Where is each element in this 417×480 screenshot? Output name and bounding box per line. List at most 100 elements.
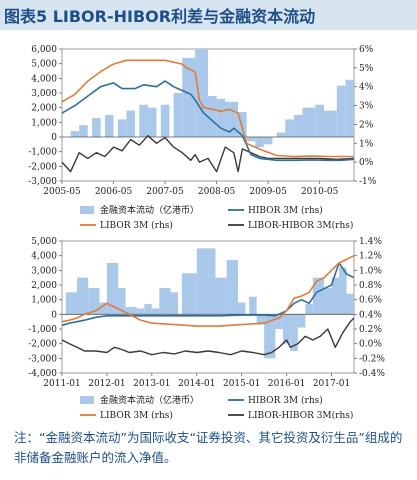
right-tick-label: 5% <box>359 64 374 74</box>
left-tick-label: 5,000 <box>31 237 57 247</box>
left-tick-label: 2,000 <box>31 104 57 114</box>
capital-flow-bar <box>346 293 354 315</box>
right-tick-label: -1% <box>359 177 377 187</box>
capital-flow-bar <box>264 314 276 359</box>
x-tick-label: 2015-01 <box>223 379 260 389</box>
left-tick-label: -4,000 <box>28 369 57 379</box>
libor-line <box>61 254 355 327</box>
capital-flow-bar <box>339 267 347 315</box>
capital-flow-bar <box>182 57 196 137</box>
x-tick-label: 2010-05 <box>301 187 339 197</box>
legend-label-spread: LIBOR-HIBOR 3M(rhs) <box>248 410 353 421</box>
left-tick-label: 3,000 <box>31 89 57 99</box>
legend-label-libor: LIBOR 3M (rhs) <box>100 410 173 421</box>
figure-title: 图表5 LIBOR-HIBOR利差与金融资本流动 <box>4 7 316 26</box>
capital-flow-bar <box>297 314 306 328</box>
legend-label-hibor: HIBOR 3M (rhs) <box>248 395 323 406</box>
capital-flow-bar <box>324 287 332 315</box>
x-tick-label: 2011-01 <box>43 379 80 389</box>
hibor-line <box>61 80 355 162</box>
capital-flow-bar <box>99 302 107 315</box>
capital-flow-bar <box>323 110 337 137</box>
x-tick-label: 2005-05 <box>43 187 81 197</box>
left-tick-label: 3,000 <box>31 266 57 276</box>
right-tick-label: 4% <box>359 83 374 93</box>
capital-flow-bar <box>226 260 238 315</box>
capital-flow-bar <box>215 277 227 315</box>
capital-flow-bar <box>139 104 148 137</box>
legend-swatch-bar <box>80 206 94 214</box>
chart-top-svg: 6,000 5,000 4,000 3,000 2,000 1,000 0 -1,000 -2,… <box>28 45 377 231</box>
capital-flow-bar <box>92 117 101 137</box>
left-tick-label: -1,000 <box>28 148 57 158</box>
spread-line <box>61 317 355 356</box>
capital-flow-bar <box>208 95 217 137</box>
capital-flow-bar <box>196 248 216 315</box>
capital-flow-bar <box>345 79 354 137</box>
right-tick-label: 0.0% <box>359 340 382 350</box>
right-tick-label: 0% <box>359 158 374 168</box>
capital-flow-bar <box>181 273 197 315</box>
right-tick-label: 0.6% <box>359 296 382 306</box>
right-tick-label: 1.2% <box>359 252 382 262</box>
capital-flow-bar <box>125 307 137 315</box>
left-tick-label: 1,000 <box>31 296 57 306</box>
capital-flow-bar <box>106 263 119 315</box>
capital-flow-bar <box>65 292 77 315</box>
left-tick-label: 6,000 <box>31 45 57 55</box>
left-tick-label: 1,000 <box>31 118 57 128</box>
x-tick-label: 2006-05 <box>95 187 133 197</box>
capital-flow-bar <box>144 304 152 315</box>
left-tick-label: 4,000 <box>31 252 57 262</box>
x-tick-label: 2012-01 <box>88 379 125 389</box>
capital-flow-bar <box>246 137 256 142</box>
x-tick-label: 2014-01 <box>178 379 215 389</box>
capital-flow-bar <box>118 287 126 315</box>
capital-flow-bar <box>336 85 346 137</box>
left-tick-label: 0 <box>51 310 57 320</box>
capital-flow-bar <box>136 308 145 315</box>
right-tick-label: 0.4% <box>359 310 382 320</box>
capital-flow-bar <box>88 287 100 315</box>
capital-flow-bar <box>290 314 298 351</box>
capital-flow-bar <box>151 308 160 315</box>
spread-line <box>61 134 355 173</box>
capital-flow-bar <box>275 314 283 329</box>
right-tick-label: -0.2% <box>359 354 385 364</box>
capital-flow-bar <box>159 287 171 315</box>
footnote: 注：“金融资本流动”为国际收支“证券投资、其它投资及衍生品”组成的非储备金融账户… <box>14 430 403 465</box>
capital-flow-bar <box>302 107 316 137</box>
chart-bottom: 5,000 4,000 3,000 2,000 1,000 0 -1,000 -2,000 -3… <box>0 232 417 432</box>
legend-label-hibor: HIBOR 3M (rhs) <box>248 205 323 216</box>
capital-flow-bar <box>312 277 325 315</box>
capital-flow-bar <box>282 314 291 344</box>
left-tick-label: -2,000 <box>28 340 57 350</box>
capital-flow-bar <box>331 277 340 315</box>
left-tick-label: -2,000 <box>28 162 57 172</box>
capital-flow-bar <box>70 131 80 137</box>
capital-flow-bar <box>117 119 127 137</box>
libor-line <box>61 59 354 158</box>
right-tick-label: -0.4% <box>359 369 385 379</box>
x-tick-label: 2009-05 <box>249 187 287 197</box>
x-tick-label: 2016-01 <box>268 379 305 389</box>
capital-flow-bar <box>293 115 303 137</box>
capital-flow-bar <box>170 292 179 315</box>
capital-flow-bar <box>285 119 294 137</box>
capital-flow-bar <box>147 107 157 137</box>
left-tick-label: -1,000 <box>28 325 57 335</box>
left-tick-label: 4,000 <box>31 74 57 84</box>
right-tick-label: 1.0% <box>359 266 382 276</box>
capital-flow-bar <box>305 304 313 315</box>
right-tick-label: 0.8% <box>359 281 382 291</box>
right-tick-label: 6% <box>359 45 374 55</box>
x-tick-label: 2008-05 <box>198 187 236 197</box>
x-tick-label: 2017-01 <box>313 379 350 389</box>
left-tick-label: 0 <box>51 133 57 143</box>
capital-flow-bar <box>238 112 247 137</box>
legend-label-libor: LIBOR 3M (rhs) <box>100 220 173 230</box>
left-tick-label: 5,000 <box>31 60 57 70</box>
left-tick-label: 2,000 <box>31 281 57 291</box>
capital-flow-bar <box>249 296 257 315</box>
legend-label-bar: 金融资本流动（亿港币） <box>100 204 199 216</box>
